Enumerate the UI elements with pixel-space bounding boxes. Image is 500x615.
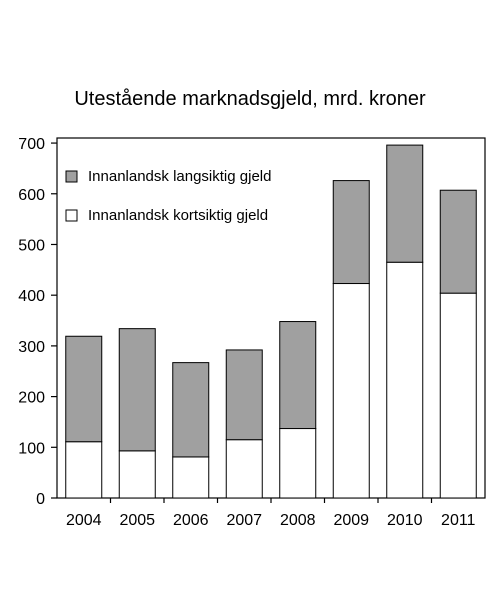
bar-segment-kortsiktig (225, 439, 263, 499)
legend-swatch (65, 209, 78, 222)
x-tick-label: 2007 (226, 512, 262, 529)
x-tick-label: 2006 (173, 512, 209, 529)
bar-segment-langsiktig (65, 335, 103, 443)
y-tick-label: 0 (36, 491, 45, 508)
bar-segment-kortsiktig (439, 292, 477, 499)
y-tick-label: 200 (18, 390, 45, 407)
x-tick-label: 2008 (280, 512, 316, 529)
bar-segment-kortsiktig (172, 456, 210, 499)
bar-segment-langsiktig (332, 180, 370, 285)
legend-label: Innanlandsk kortsiktig gjeld (88, 207, 268, 224)
bar-segment-kortsiktig (386, 261, 424, 499)
x-tick-label: 2011 (441, 512, 476, 529)
bar-segment-langsiktig (118, 328, 156, 452)
x-tick-label: 2010 (387, 512, 423, 529)
y-tick-label: 600 (18, 187, 45, 204)
y-tick-label: 500 (18, 237, 45, 254)
y-tick-label: 400 (18, 288, 45, 305)
bar-segment-langsiktig (225, 349, 263, 441)
bar-segment-kortsiktig (118, 450, 156, 499)
legend-swatch (65, 170, 78, 183)
bar-segment-kortsiktig (279, 428, 317, 499)
y-tick-label: 300 (18, 339, 45, 356)
bar-segment-kortsiktig (65, 441, 103, 499)
x-tick-label: 2009 (333, 512, 369, 529)
bar-segment-langsiktig (386, 144, 424, 263)
bar-segment-langsiktig (439, 189, 477, 294)
x-tick-label: 2005 (119, 512, 155, 529)
bar-segment-kortsiktig (332, 283, 370, 499)
y-tick-label: 100 (18, 440, 45, 457)
legend-label: Innanlandsk langsiktig gjeld (88, 168, 271, 185)
y-tick-label: 700 (18, 136, 45, 153)
bar-segment-langsiktig (279, 321, 317, 430)
x-tick-label: 2004 (66, 512, 102, 529)
bar-segment-langsiktig (172, 362, 210, 458)
chart-title: Utestående marknadsgjeld, mrd. kroner (74, 88, 426, 110)
